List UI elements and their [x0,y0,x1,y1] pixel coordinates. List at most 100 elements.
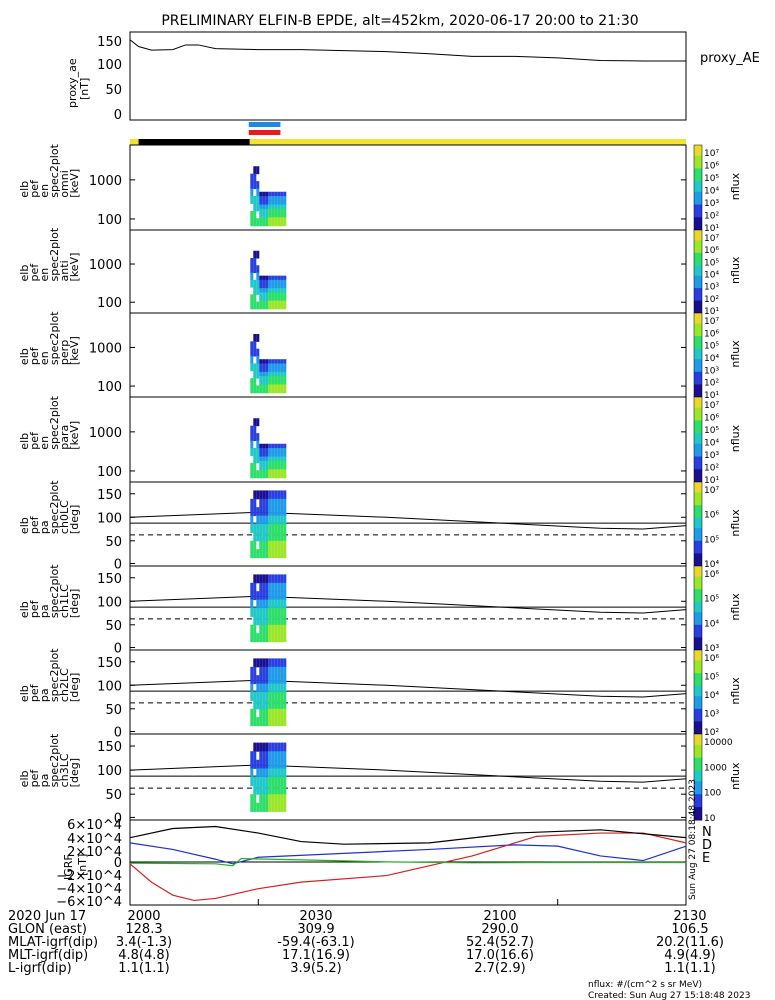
footer-label-3: MLT-igrf(dip) [8,948,88,963]
colorbar-cell-ch0LC-39 [694,563,702,567]
spec-blob-omni-10-5 [280,213,284,218]
colorbar-cell-ch0LC-7 [694,496,702,500]
spec-blob-ch3LC-8-1 [274,751,278,761]
colorbar-cell-para-22 [694,443,702,447]
spec-blob-ch0LC-1-6 [253,540,257,550]
spec-blob-anti-11-5 [283,296,287,302]
spec-blob-omni-10-0 [280,191,284,197]
igrf-timestamp: Sun Aug 27 08:18:48 2023 [688,779,698,900]
colorbar-cell-perp-28 [694,371,702,375]
colorbar-cell-ch2LC-10 [694,671,702,674]
spec-blob-perp-11-1 [283,363,287,369]
spec-ylabel-para-2: en [38,436,51,450]
colorbar-cell-ch2LC-26 [694,704,702,708]
spec-blob-ch1LC-11-3 [283,599,287,609]
colorbar-label-anti: nflux [729,256,742,284]
spec-blob-anti-3-3 [259,288,263,293]
spec-blob-perp-8-3 [274,371,278,377]
spec-blob-ch3LC-11-3 [283,768,287,778]
spec-blob-omni-7-5 [271,213,275,218]
spec-blob-ch3LC-3-0 [259,742,263,752]
colorbar-cell-omni-29 [694,206,702,210]
colorbar-cell-ch0LC-21 [694,526,702,529]
spec-blob-ch2LC-3-3 [259,683,263,693]
spec-blob-perp-4-4 [262,376,266,381]
colorbar-tick-omni-0: 10⁷ [704,149,719,159]
status-marker-blue [248,122,281,127]
colorbar-cell-perp-14 [694,342,702,345]
colorbar-cell-anti-9 [694,248,702,252]
colorbar-label-para: nflux [729,424,742,452]
colorbar-cell-perp-17 [694,348,702,352]
spec-blob-ch3LC-0-7 [250,802,254,812]
spec-blob-anti-11-7 [283,304,287,310]
colorbar-cell-ch1LC-22 [694,612,702,615]
colorbar-cell-anti-20 [694,271,702,275]
spec-blob-anti-1-7 [253,301,257,310]
spec-blob-omni-9-0 [277,191,281,197]
spec-ytick-omni-1000: 1000 [89,174,122,189]
spec-blob-anti-6-3 [268,288,272,293]
spec-blob-omni-9-7 [277,221,281,227]
spec-blob-anti-8-0 [274,275,278,281]
spec-blob-perp-3-2 [259,367,263,373]
spec-blob-ch0LC-5-7 [265,549,269,559]
spec-ylabel-ch2LC-4: ch2LC [58,668,71,702]
colorbar-cell-ch0LC-4 [694,490,702,493]
spec-blob-omni-5-5 [265,213,269,218]
spec-blob-omni-6-7 [268,221,272,227]
colorbar-cell-anti-12 [694,254,702,258]
spec-blob-anti-6-0 [268,275,272,281]
colorbar-cell-ch0LC-6 [694,494,702,498]
spec-blob-omni-5-7 [265,221,269,227]
spec-blob-ch0LC-7-7 [271,549,275,559]
spec-blob-ch1LC-3-2 [259,591,263,601]
spec-blob-perp-2-0 [256,334,260,342]
spec-blob-ch0LC-0-3 [250,515,254,525]
spec-losscone-ch0LC [129,511,687,530]
spec-blob-ch1LC-3-0 [259,574,263,584]
spec-blob-ch3LC-6-1 [268,751,272,761]
spec-blob-anti-5-0 [265,275,269,281]
spec-blob-para-11-0 [283,443,287,449]
spec-blob-anti-6-4 [268,292,272,297]
spec-blob-perp-11-5 [283,380,287,385]
colorbar-cell-anti-37 [694,306,702,310]
colorbar-tick-perp-6: 10¹ [704,391,719,401]
spec-blob-para-9-2 [277,452,281,457]
spec-blob-perp-7-0 [271,359,275,364]
colorbar-cell-ch3LC-7 [694,749,702,752]
spec-blob-ch0LC-6-4 [268,524,272,533]
footer-value-3-3: 4.9(4.9) [664,948,716,963]
spec-blob-ch0LC-2-7 [256,549,260,559]
colorbar-cell-anti-5 [694,240,702,243]
spec-ylabel-anti-1: pef [28,263,41,282]
spec-blob-omni-0-3 [250,188,254,197]
colorbar-cell-anti-16 [694,263,702,266]
colorbar-tick-anti-1: 10⁶ [704,246,719,256]
ae-ylabel-1: proxy_ae [66,58,79,108]
spec-blob-para-11-4 [283,460,287,466]
spec-ylabel-anti-5: [keV] [68,253,81,282]
colorbar-cell-ch1LC-21 [694,610,702,613]
colorbar-cell-anti-18 [694,267,702,270]
spec-blob-ch1LC-0-2 [250,591,254,601]
colorbar-cell-para-10 [694,418,702,421]
spec-ylabel-ch0LC-0: elb [18,517,31,534]
spec-blob-ch0LC-5-5 [265,532,269,542]
spec-blob-ch2LC-0-4 [250,692,254,701]
spec-blob-omni-2-5 [256,203,260,212]
spec-blob-omni-9-1 [277,196,281,201]
colorbar-tick-omni-1: 10⁶ [704,162,719,172]
spec-blob-anti-11-3 [283,288,287,293]
spec-blob-ch0LC-3-7 [259,549,263,559]
spec-blob-omni-7-4 [271,208,275,214]
colorbar-tick-ch3LC-2: 100 [704,789,721,799]
spec-ylabel-anti-2: en [38,268,51,282]
colorbar-cell-para-0 [694,397,702,400]
colorbar-cell-perp-26 [694,367,702,371]
igrf-legend-d: D [702,838,712,853]
colorbar-cell-ch0LC-33 [694,551,702,554]
colorbar-cell-ch3LC-6 [694,746,702,750]
